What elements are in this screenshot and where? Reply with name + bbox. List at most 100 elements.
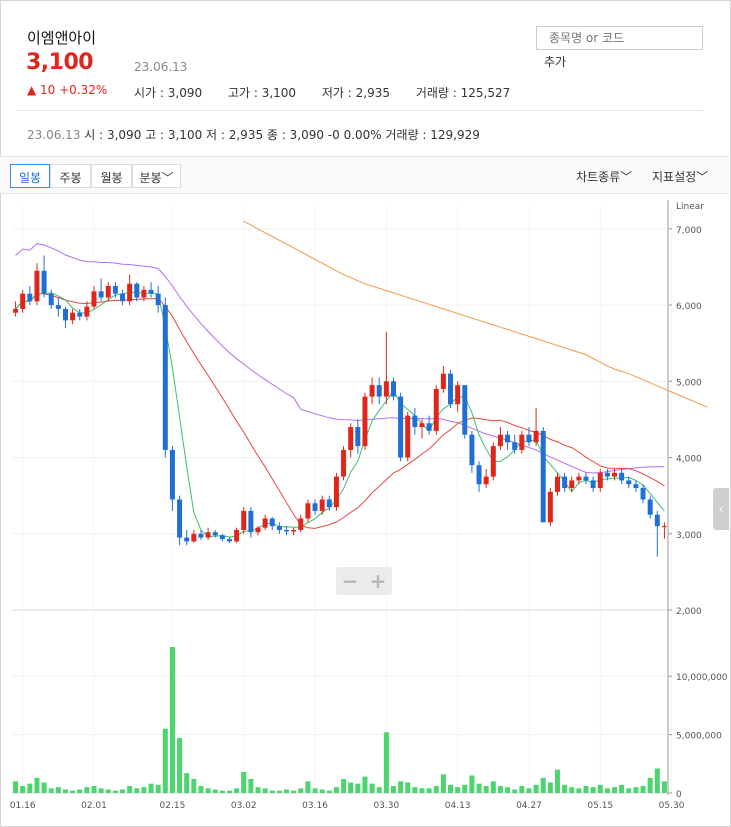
price-scale-label: Linear: [676, 202, 704, 212]
candle-body: [62, 308, 68, 321]
volume-bar: [376, 787, 382, 793]
indicator-settings-dropdown[interactable]: 지표설정﹀: [652, 170, 709, 184]
volume-bar: [20, 785, 26, 793]
volume-bar: [291, 790, 297, 793]
price-tick-label: 2,000: [676, 607, 702, 617]
candle-body: [590, 480, 596, 489]
tab-weekly[interactable]: 주봉: [50, 164, 91, 188]
candle-body: [141, 289, 147, 298]
volume-bar: [105, 789, 111, 793]
volume-bar: [262, 788, 268, 793]
candle-body: [355, 427, 361, 447]
candle-body: [77, 312, 83, 317]
candle-body: [540, 430, 546, 523]
candle-body: [405, 415, 411, 458]
stock-search-input[interactable]: [536, 26, 703, 50]
volume-bar: [519, 785, 525, 793]
volume-bar: [569, 787, 575, 793]
volume-bar: [77, 789, 83, 793]
low-price: 저가 : 2,935: [321, 86, 390, 100]
candle-body: [547, 491, 553, 523]
volume-bar: [448, 784, 454, 793]
volume-bar: [654, 768, 660, 793]
candle-body: [241, 510, 247, 530]
candle-body: [633, 484, 639, 489]
volume-bar: [647, 777, 653, 793]
candle-body: [298, 518, 304, 530]
tab-monthly[interactable]: 월봉: [91, 164, 132, 188]
volume-bar: [13, 781, 19, 793]
volume-bar: [298, 788, 304, 793]
volume-bar: [198, 785, 204, 793]
candle-body: [554, 476, 560, 492]
summary-text: 시 : 3,090 고 : 3,100 저 : 2,935 종 : 3,090 …: [84, 128, 480, 142]
volume-bar: [369, 783, 375, 793]
ma60-line: [15, 243, 665, 474]
volume-bar: [426, 788, 432, 793]
candle-body: [184, 537, 190, 542]
add-button[interactable]: 추가: [544, 55, 567, 69]
volume-bar: [612, 787, 618, 793]
ma5-line: [15, 291, 665, 538]
candle-body: [412, 415, 418, 428]
volume-bar: [633, 787, 639, 793]
candle-body: [661, 526, 667, 528]
candle-body: [41, 270, 47, 294]
chart-type-dropdown[interactable]: 차트종류﹀: [576, 170, 633, 184]
candle-body: [98, 291, 104, 298]
candle-body: [127, 283, 133, 302]
candle-body: [248, 510, 254, 533]
candle-body: [219, 535, 225, 540]
candle-body: [212, 532, 218, 536]
candle-body: [48, 293, 54, 306]
volume-bar: [405, 782, 411, 793]
candle-body: [448, 373, 454, 405]
volume-bar: [312, 788, 318, 793]
zoom-in-button[interactable]: +: [369, 569, 387, 593]
volume-bar: [41, 782, 47, 793]
candle-body: [276, 526, 282, 530]
candle-body: [341, 449, 347, 477]
volume-bar: [326, 790, 332, 793]
candle-body: [398, 396, 404, 458]
candle-body: [120, 293, 126, 302]
tab-minute[interactable]: 분봉﹀: [132, 164, 181, 188]
x-tick-label: 03.30: [373, 801, 399, 811]
candle-body: [640, 488, 646, 500]
price-tick-label: 4,000: [676, 455, 702, 465]
candle-body: [576, 476, 582, 481]
volume-bar: [84, 787, 90, 793]
candle-body: [597, 472, 603, 489]
collapse-panel-handle[interactable]: ‹: [713, 488, 729, 530]
volume-bar: [626, 788, 632, 793]
candle-body: [226, 539, 232, 542]
volume-bar: [497, 785, 503, 793]
volume-bar: [91, 785, 97, 793]
x-tick-label: 01.16: [10, 801, 36, 811]
candle-body: [619, 472, 625, 481]
current-price: 3,100: [26, 50, 94, 75]
candle-body: [490, 446, 496, 477]
candle-body: [369, 385, 375, 397]
volume-bar: [205, 788, 211, 793]
tab-daily[interactable]: 일봉: [10, 164, 50, 188]
candle-body: [419, 423, 425, 428]
candle-body: [177, 499, 183, 538]
ma20-line: [15, 293, 665, 529]
volume-tick-label: 0: [676, 790, 682, 800]
candle-body: [34, 270, 40, 302]
volume-bar: [398, 781, 404, 793]
volume-bar: [141, 787, 147, 793]
candle-body: [626, 480, 632, 485]
volume-bar: [533, 784, 539, 793]
candle-body: [433, 388, 439, 431]
candle-body: [505, 434, 511, 443]
chart-toolbar: 일봉 주봉 월봉 분봉﹀ 차트종류﹀ 지표설정﹀: [0, 156, 729, 194]
candle-body: [526, 434, 532, 443]
candle-body: [234, 529, 240, 542]
volume-bar: [505, 787, 511, 793]
candle-body: [390, 381, 396, 397]
volume-bar: [390, 785, 396, 793]
zoom-out-button[interactable]: −: [341, 569, 359, 593]
